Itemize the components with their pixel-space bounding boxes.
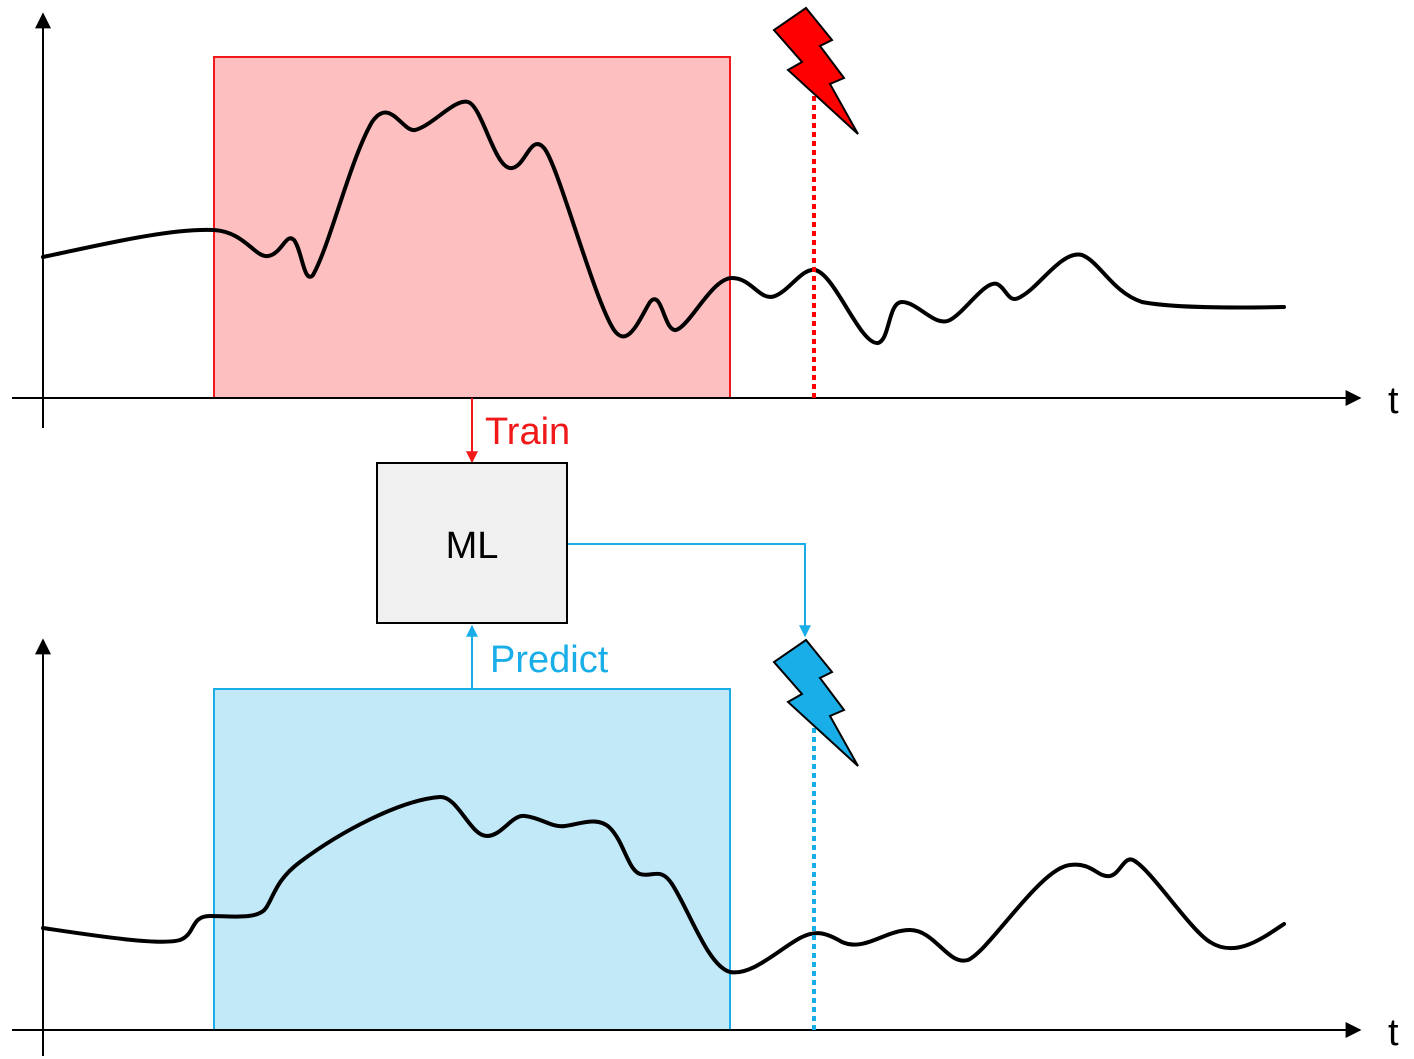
training-window (213, 56, 731, 399)
predict-label: Predict (490, 639, 609, 681)
bottom-axis-label: t (1388, 1012, 1399, 1054)
lightning-bolt-icon (772, 6, 859, 135)
ml-label: ML (446, 525, 499, 567)
bottom-signal-line (41, 794, 1286, 975)
train-connector: Train (466, 398, 570, 464)
top-signal-line (41, 99, 1286, 345)
prediction-connector (568, 543, 811, 638)
bottom-plot: t (12, 638, 1399, 1056)
train-label: Train (485, 411, 570, 453)
predict-connector: Predict (466, 624, 609, 688)
lightning-bolt-icon (772, 638, 859, 767)
prediction-window (213, 688, 731, 1031)
top-plot: t (12, 6, 1399, 428)
top-axis-label: t (1388, 380, 1399, 422)
ml-model-box: ML (376, 462, 568, 624)
